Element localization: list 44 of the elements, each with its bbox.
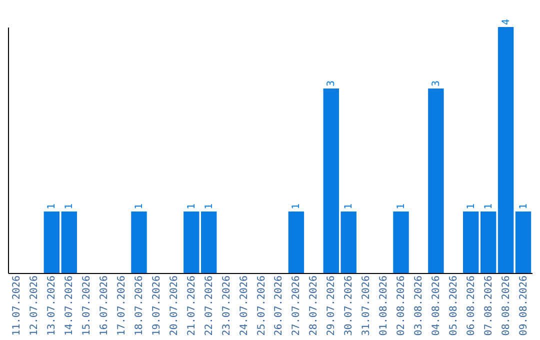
- data-label: 1: [466, 203, 477, 210]
- x-tick-label: 31.07.2026: [361, 276, 372, 336]
- x-tick-label: 26.07.2026: [274, 276, 285, 336]
- x-tick-label: 13.07.2026: [46, 276, 58, 336]
- data-label: 4: [500, 18, 512, 25]
- x-tick-label: 06.08.2026: [466, 276, 477, 336]
- x-tick-label: 03.08.2026: [413, 276, 424, 336]
- x-tick-label: 19.07.2026: [151, 276, 162, 336]
- data-label: 1: [134, 203, 145, 210]
- data-label: 1: [46, 203, 58, 210]
- x-tick-label: 02.08.2026: [396, 276, 407, 336]
- x-tick-label: 01.08.2026: [378, 276, 390, 336]
- x-tick-label: 25.07.2026: [256, 276, 268, 336]
- data-label: 1: [483, 203, 494, 210]
- data-label: 1: [186, 203, 198, 210]
- x-tick-label: 16.07.2026: [99, 276, 110, 336]
- x-tick-label: 14.07.2026: [64, 276, 76, 336]
- x-tick-label: 30.07.2026: [344, 276, 355, 336]
- data-label: 1: [344, 203, 355, 210]
- x-tick-label: 21.07.2026: [186, 276, 198, 336]
- x-tick-label: 23.07.2026: [221, 276, 232, 336]
- data-label: 1: [518, 203, 530, 210]
- x-tick-label: 04.08.2026: [430, 276, 442, 336]
- x-tick-label: 24.07.2026: [238, 276, 250, 336]
- x-tick-label: 18.07.2026: [134, 276, 145, 336]
- x-tick-label: 07.08.2026: [483, 276, 494, 336]
- data-label: 1: [204, 203, 215, 210]
- data-label: 1: [64, 203, 76, 210]
- data-label: 1: [396, 203, 407, 210]
- x-tick-label: 09.08.2026: [518, 276, 530, 336]
- x-tick-label: 11.07.2026: [12, 276, 23, 336]
- x-tick-label: 12.07.2026: [29, 276, 40, 336]
- x-tick-label: 20.07.2026: [168, 276, 180, 336]
- x-tick-label: 28.07.2026: [308, 276, 320, 336]
- x-tick-label: 15.07.2026: [82, 276, 93, 336]
- x-tick-label: 05.08.2026: [448, 276, 460, 336]
- data-label: 3: [326, 80, 338, 86]
- x-tick-label: 08.08.2026: [500, 276, 512, 336]
- data-label: 1: [291, 203, 302, 210]
- x-tick-label: 27.07.2026: [291, 276, 302, 336]
- x-tick-label: 29.07.2026: [326, 276, 338, 336]
- data-label: 3: [430, 80, 442, 86]
- x-tick-label: 22.07.2026: [204, 276, 215, 336]
- x-tick-label: 17.07.2026: [116, 276, 128, 336]
